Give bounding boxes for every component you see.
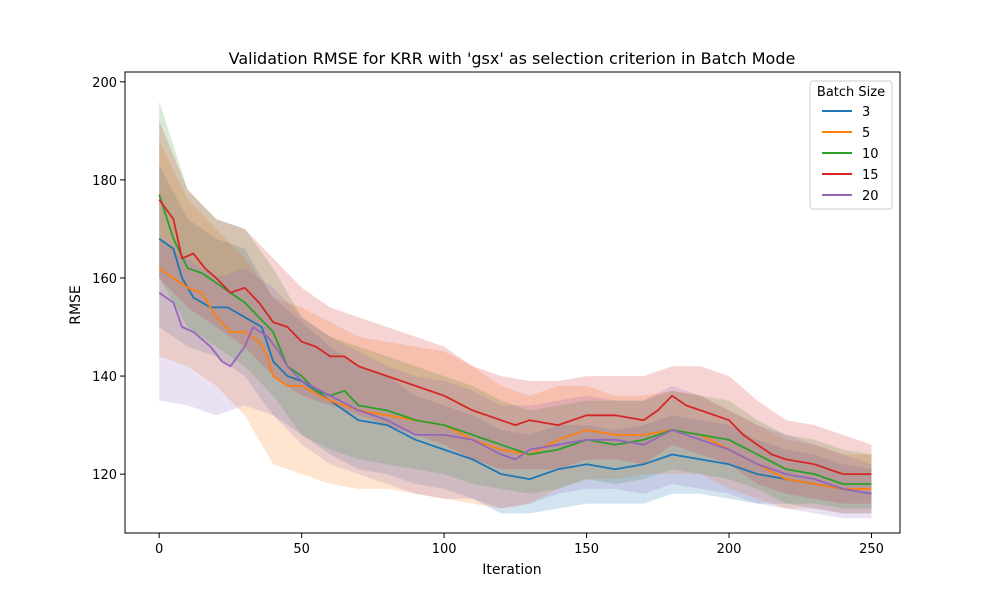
legend-title: Batch Size <box>817 85 885 100</box>
line-batch-3 <box>158 237 872 495</box>
band-batch-10 <box>159 101 872 509</box>
y-tick-label: 120 <box>92 468 117 483</box>
y-tick-label: 180 <box>92 174 117 189</box>
x-tick-label: 0 <box>155 542 163 557</box>
band-batch-5 <box>159 140 872 514</box>
y-tick-label: 140 <box>92 370 117 385</box>
line-batch-10 <box>158 194 872 485</box>
chart-title: Validation RMSE for KRR with 'gsx' as se… <box>229 49 796 68</box>
legend-box <box>809 80 893 210</box>
x-tick-label: 150 <box>574 542 599 557</box>
legend-label-3: 3 <box>862 105 870 120</box>
line-batch-15 <box>158 198 872 476</box>
y-axis-ticks: 120 140 160 180 200 <box>92 76 125 483</box>
series-lines <box>158 194 872 495</box>
legend-label-5: 5 <box>862 126 870 141</box>
y-axis-title: RMSE <box>68 285 84 325</box>
legend: Batch Size 3 5 10 15 20 <box>809 80 893 210</box>
x-tick-label: 100 <box>432 542 457 557</box>
plot-frame <box>124 71 901 534</box>
y-tick-label: 160 <box>92 272 117 287</box>
legend-label-20: 20 <box>862 189 879 204</box>
x-tick-label: 50 <box>293 542 310 557</box>
x-axis-ticks: 0 50 100 150 200 250 <box>155 533 884 557</box>
band-batch-20 <box>159 238 872 519</box>
band-batch-3 <box>159 165 872 514</box>
line-batch-20 <box>158 291 872 495</box>
y-tick-label: 200 <box>92 76 117 91</box>
x-axis-title: Iteration <box>482 562 541 578</box>
x-tick-label: 250 <box>859 542 884 557</box>
x-tick-label: 200 <box>717 542 742 557</box>
legend-label-10: 10 <box>862 147 879 162</box>
legend-items: 3 5 10 15 20 <box>822 105 879 204</box>
legend-label-15: 15 <box>862 168 879 183</box>
confidence-bands <box>159 101 872 519</box>
